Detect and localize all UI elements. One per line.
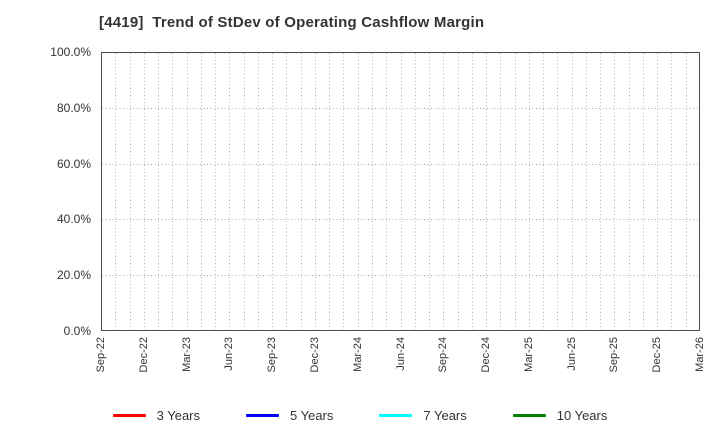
- legend-line-swatch: [246, 413, 279, 417]
- y-axis-tick-label: 40.0%: [56, 212, 91, 227]
- x-axis-tick-label: Mar-26: [694, 337, 706, 372]
- x-axis-tick-label: Dec-22: [137, 337, 150, 373]
- legend-label: 5 Years: [290, 407, 334, 423]
- plot-frame: [101, 52, 700, 331]
- y-axis-tick-label: 60.0%: [56, 156, 91, 171]
- y-axis-tick-label: 20.0%: [56, 268, 91, 283]
- x-axis-tick-label: Sep-25: [608, 337, 621, 373]
- legend-line-swatch: [379, 413, 413, 417]
- y-axis-tick-label: 80.0%: [56, 100, 91, 115]
- x-axis-tick-label: Mar-25: [522, 337, 535, 372]
- x-axis-tick-label: Jun-25: [565, 337, 578, 371]
- x-axis-tick-label: Sep-24: [437, 337, 450, 373]
- x-axis-tick-label: Sep-22: [95, 337, 107, 373]
- y-axis-tick-label: 100.0%: [50, 45, 91, 59]
- legend-label: 3 Years: [156, 407, 200, 423]
- legend-line-swatch: [512, 413, 546, 417]
- y-axis-tick-label: 0.0%: [63, 324, 91, 338]
- legend-item: 7 Years: [379, 407, 467, 423]
- x-axis-tick-label: Dec-25: [651, 337, 664, 373]
- legend-item: 10 Years: [512, 407, 608, 423]
- legend-item: 5 Years: [246, 408, 333, 423]
- x-axis-tick-label: Mar-23: [180, 337, 193, 372]
- x-axis-tick-label: Mar-24: [351, 337, 364, 372]
- plot-area: [101, 52, 700, 331]
- legend-line-swatch: [112, 413, 146, 417]
- x-axis-tick-label: Dec-24: [480, 337, 493, 373]
- legend-label: 7 Years: [423, 407, 467, 423]
- chart-title: [4419] Trend of StDev of Operating Cashf…: [99, 14, 485, 31]
- x-axis-tick-label: Jun-24: [394, 337, 407, 371]
- legend-item: 3 Years: [112, 407, 200, 423]
- x-axis-tick-label: Dec-23: [308, 337, 321, 373]
- x-axis-tick-label: Sep-23: [266, 337, 279, 373]
- legend: 3 Years 5 Years 7 Years 10 Years: [0, 404, 720, 426]
- x-axis-tick-label: Jun-23: [223, 337, 236, 371]
- legend-label: 10 Years: [556, 407, 608, 423]
